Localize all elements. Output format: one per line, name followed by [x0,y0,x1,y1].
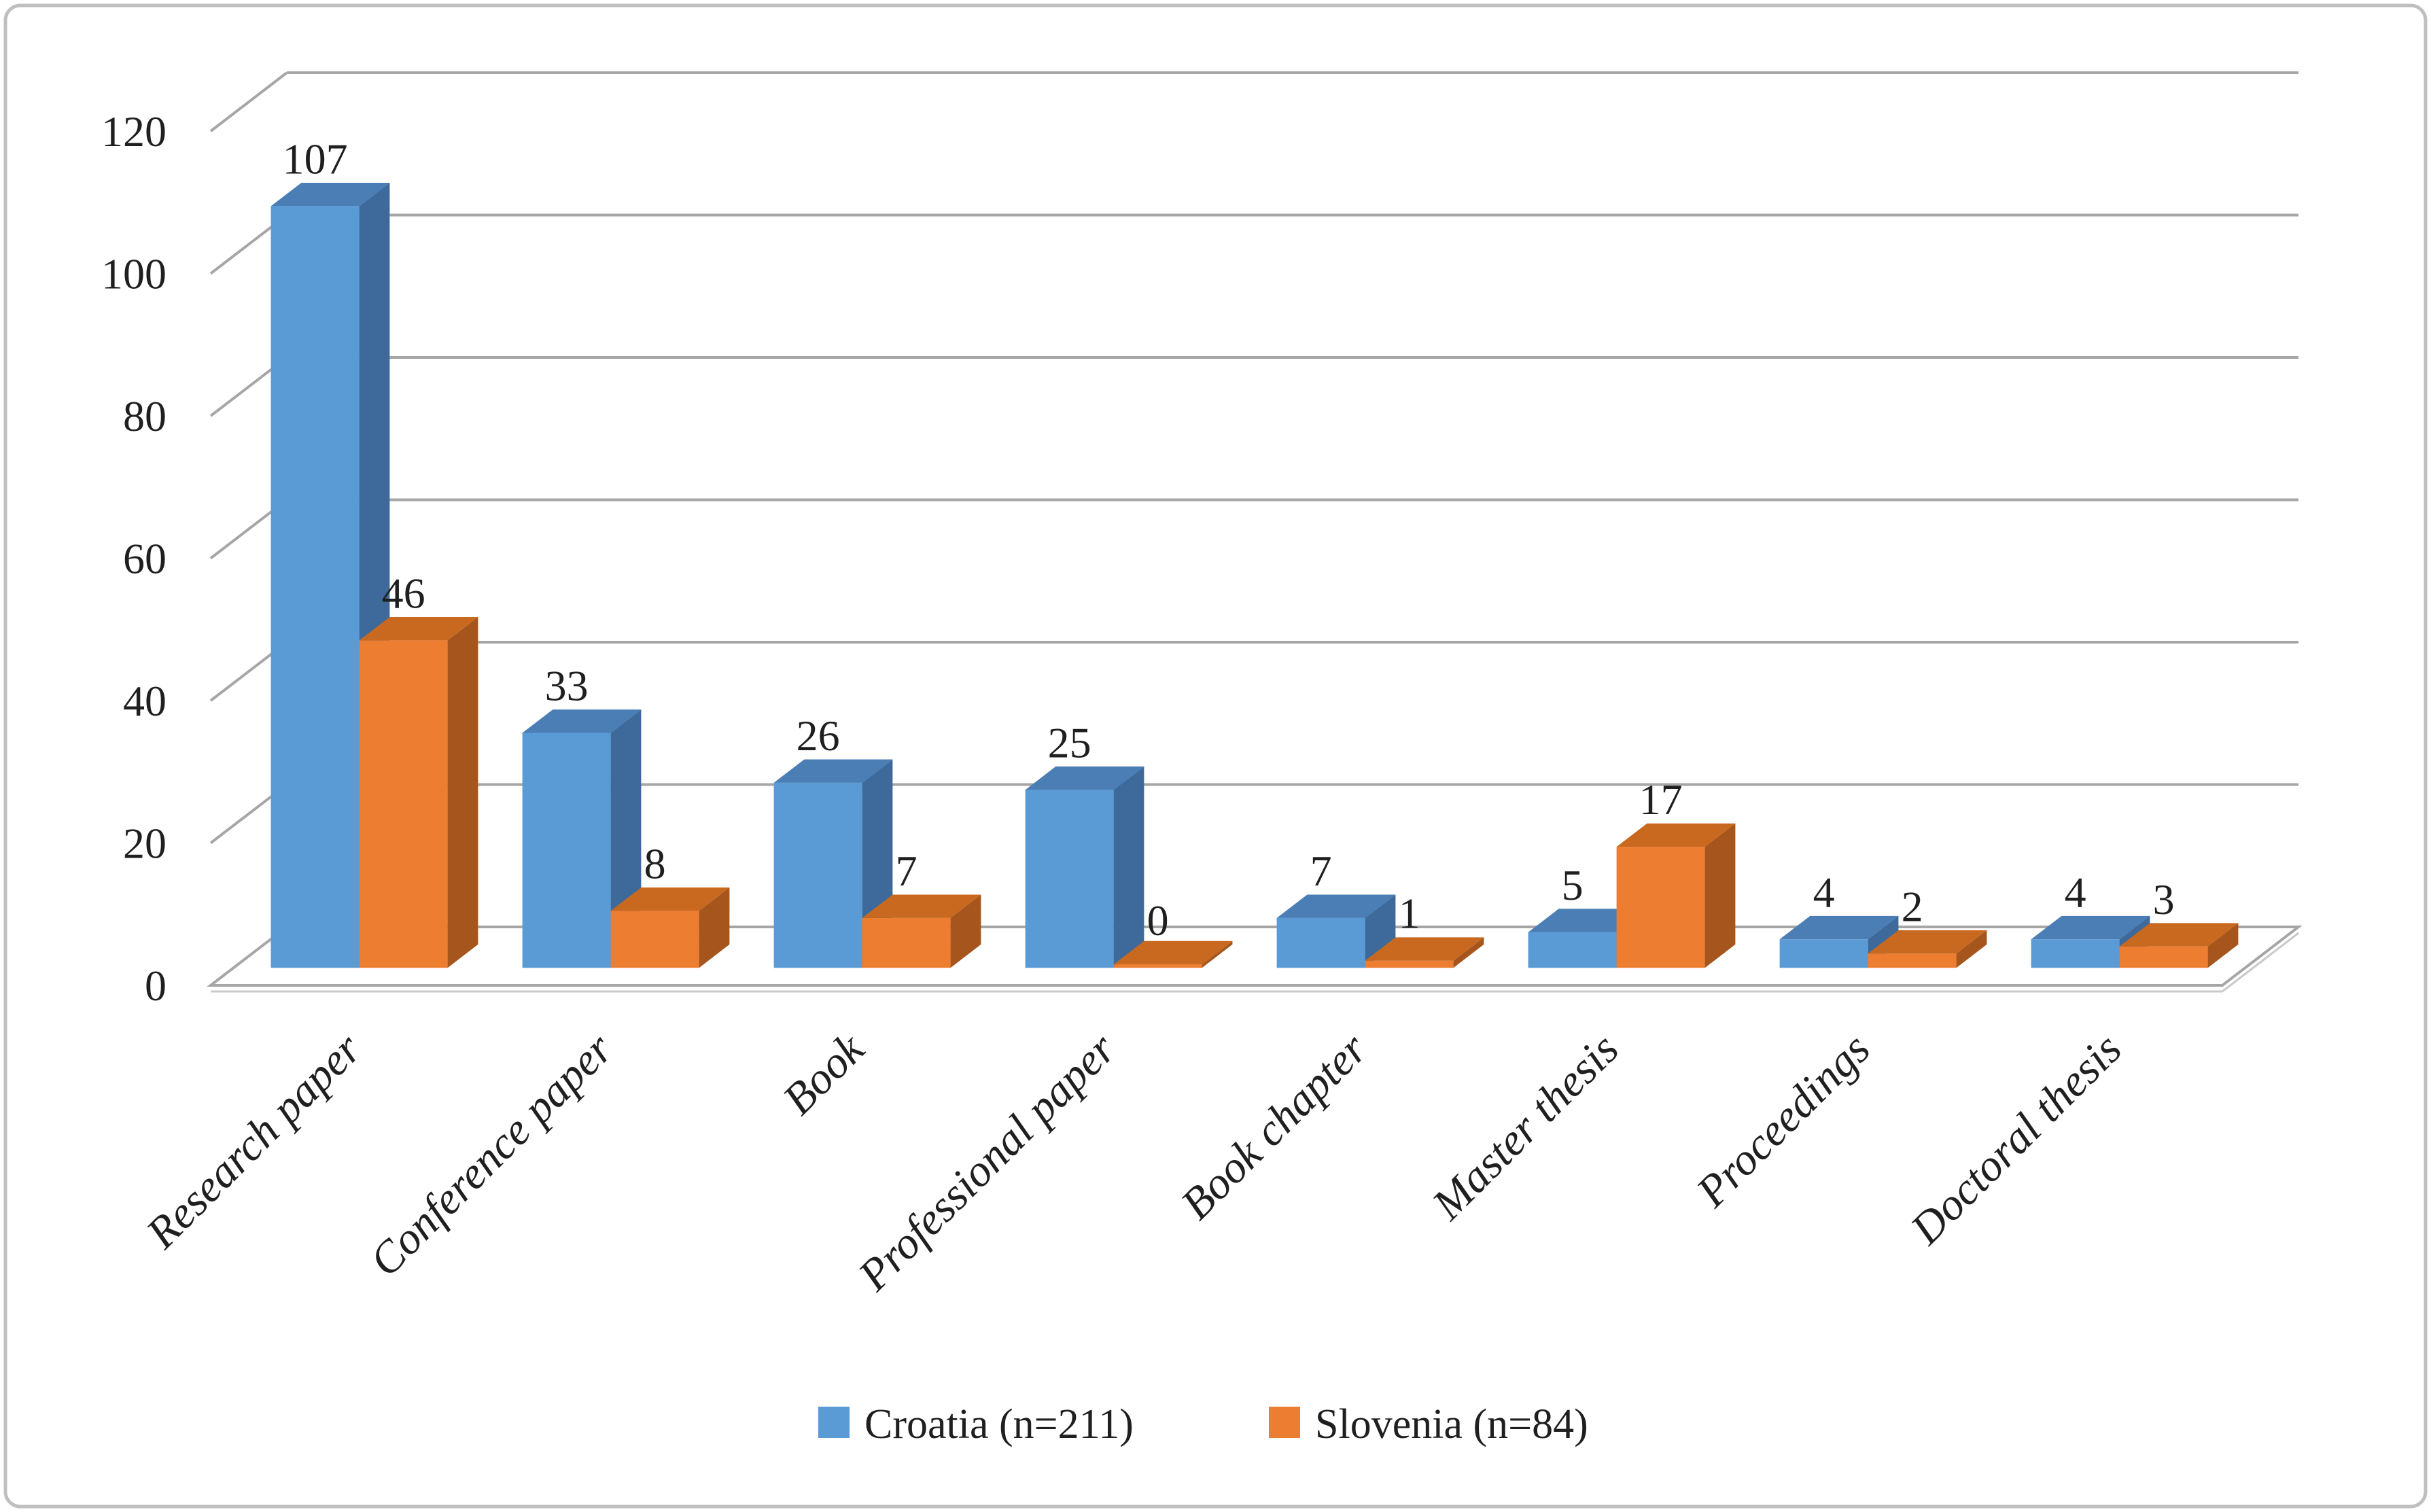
value-label: 46 [382,569,425,617]
value-labels: 107 46 33 8 26 7 25 0 7 1 5 17 4 2 4 3 [283,135,2175,945]
y-axis-tick-label: 120 [101,107,167,156]
bar-top-face [773,759,893,783]
bar-top-face [610,887,730,911]
bar-top-face [1868,930,1987,954]
floor-edge-shadow [211,932,2299,993]
bar [1025,766,1144,968]
bar-top-face [1365,937,1484,961]
bar-front-face [522,733,611,968]
bar-top-face [1276,894,1396,918]
value-label: 5 [1562,861,1584,909]
bar-front-face [1779,939,1868,968]
bar-top-face [1779,915,1899,940]
value-label: 17 [1639,775,1683,824]
value-label: 25 [1048,718,1091,767]
bar-top-face [2031,915,2150,940]
bar-top-face [270,182,390,207]
value-label: 107 [283,135,348,183]
bar-top-face [1025,766,1144,790]
value-label: 2 [1902,882,1923,930]
y-axis-tick-label: 80 [123,392,167,440]
value-label: 0 [1147,896,1169,945]
bar-top-face [2119,923,2239,947]
bar-front-face [1616,847,1705,968]
value-label: 7 [896,847,917,895]
legend-swatch-croatia [818,1407,850,1438]
bar-side-face [1113,766,1144,968]
bar [359,616,478,968]
legend-label-slovenia: Slovenia (n=84) [1315,1401,1588,1447]
bar-side-face [2207,923,2239,968]
bar-front-face [1113,964,1202,968]
bar [1616,823,1736,968]
value-label: 1 [1399,890,1420,938]
value-label: 4 [2065,868,2086,916]
y-axis-tick-label: 40 [123,677,167,725]
floor-surface [207,926,2303,987]
legend-swatch-slovenia [1269,1407,1300,1438]
value-label: 7 [1310,847,1332,895]
bar [610,887,730,968]
bar-front-face [2119,946,2208,968]
bar-front-face [773,782,862,968]
bar-side-face [699,887,730,968]
bar-side-face [950,894,981,968]
bar [1113,940,1233,968]
gridlines [209,71,2298,845]
y-axis-tick-label: 20 [123,820,167,868]
bar [1868,930,1987,968]
value-label: 26 [797,711,840,760]
bar-top-face [522,709,642,733]
bar-front-face [270,206,360,968]
bar-front-face [1025,790,1114,968]
value-label: 33 [545,662,589,710]
legend-label-croatia: Croatia (n=211) [864,1401,1134,1447]
bar-side-face [1956,930,1987,968]
bar [773,759,893,968]
bar-front-face [359,640,448,968]
y-axis-tick-label: 100 [101,250,167,298]
bar [1365,937,1484,968]
bar-side-face [1704,823,1736,968]
tick-connector [209,71,288,133]
bar-front-face [1276,917,1365,968]
y-axis-labels: 0 20 40 60 80 100 120 [101,107,167,1010]
bar-top-face [862,894,981,918]
chart-floor [207,926,2303,993]
legend: Croatia (n=211) Slovenia (n=84) [818,1401,1588,1447]
bar [862,894,981,968]
bar-front-face [1868,953,1957,968]
y-axis-tick-label: 60 [123,535,167,583]
bar-top-face [359,616,478,641]
bar [2119,923,2239,968]
bar-front-face [1365,960,1454,968]
bar-side-face [1453,937,1484,968]
bar-top-face [1616,823,1736,847]
y-axis-tick-label: 0 [145,962,167,1010]
bar-side-face [447,616,478,968]
bar-side-face [1202,940,1233,968]
bars [270,182,2239,968]
bar-front-face [2031,939,2120,968]
value-label: 4 [1813,868,1835,916]
bar-front-face [610,911,699,968]
value-label: 3 [2153,875,2175,924]
figure-border [3,3,2428,1509]
value-label: 8 [644,839,666,887]
bar-front-face [862,917,951,968]
bar-top-face [1113,940,1233,965]
bar-front-face [1528,932,1617,968]
